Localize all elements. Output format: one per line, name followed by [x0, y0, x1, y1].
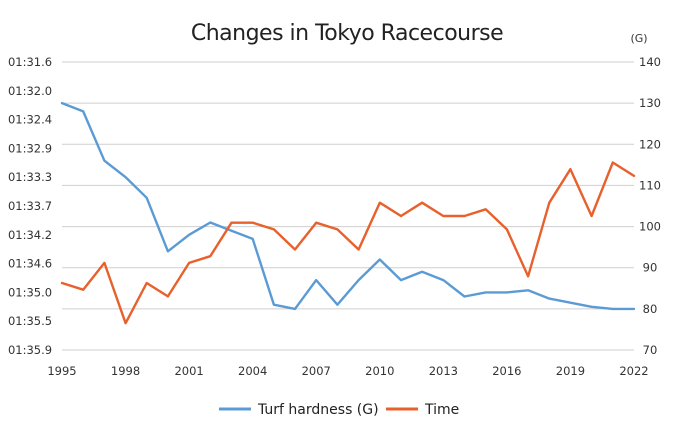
left-tick-label: 01:32.9: [8, 141, 52, 155]
left-tick-label: 01:33.3: [8, 170, 52, 184]
legend: Turf hardness (G) Time: [219, 402, 459, 418]
left-tick-label: 01:35.0: [8, 285, 52, 299]
x-tick-label: 2019: [556, 364, 585, 378]
left-tick-label: 01:34.6: [8, 257, 52, 271]
x-tick-label: 2016: [492, 364, 521, 378]
left-axis-ticks: 01:31.6 01:32.0 01:32.4 01:32.9 01:33.3 01:33…: [8, 55, 52, 357]
legend-label-turf-hardness: Turf hardness (G): [257, 402, 379, 418]
left-tick-label: 01:31.6: [8, 55, 52, 69]
x-tick-label: 1995: [47, 364, 76, 378]
right-axis-ticks: 140 130 120 110 100 90 80 70: [639, 55, 661, 357]
left-tick-label: 01:32.4: [8, 113, 52, 127]
chart-title: Changes in Tokyo Racecourse: [191, 21, 503, 46]
x-tick-label: 2022: [619, 364, 648, 378]
left-tick-label: 01:35.5: [8, 314, 52, 328]
x-axis-ticks: 1995 1998 2001 2004 2007 2010 2013 2016 2019 2022: [47, 364, 648, 378]
legend-label-time: Time: [424, 402, 459, 418]
right-tick-label: 90: [643, 261, 658, 275]
right-tick-label: 70: [643, 343, 658, 357]
left-tick-label: 01:33.7: [8, 199, 52, 213]
x-tick-label: 2001: [174, 364, 203, 378]
right-tick-label: 80: [643, 302, 658, 316]
x-tick-label: 2010: [365, 364, 394, 378]
right-axis-unit: (G): [630, 32, 647, 45]
series-lines: [60, 101, 636, 325]
right-tick-label: 140: [639, 55, 661, 69]
left-tick-label: 01:35.9: [8, 343, 52, 357]
left-tick-label: 01:32.0: [8, 84, 52, 98]
right-tick-label: 110: [639, 178, 661, 192]
right-tick-label: 120: [639, 137, 661, 151]
series-line-time: [60, 161, 636, 325]
x-tick-label: 2004: [238, 364, 267, 378]
x-tick-label: 2007: [302, 364, 331, 378]
right-tick-label: 100: [639, 220, 661, 234]
x-tick-label: 1998: [111, 364, 140, 378]
series-line-turf-hardness: [60, 101, 636, 311]
left-tick-label: 01:34.2: [8, 228, 52, 242]
right-tick-label: 130: [639, 96, 661, 110]
x-tick-label: 2013: [429, 364, 458, 378]
